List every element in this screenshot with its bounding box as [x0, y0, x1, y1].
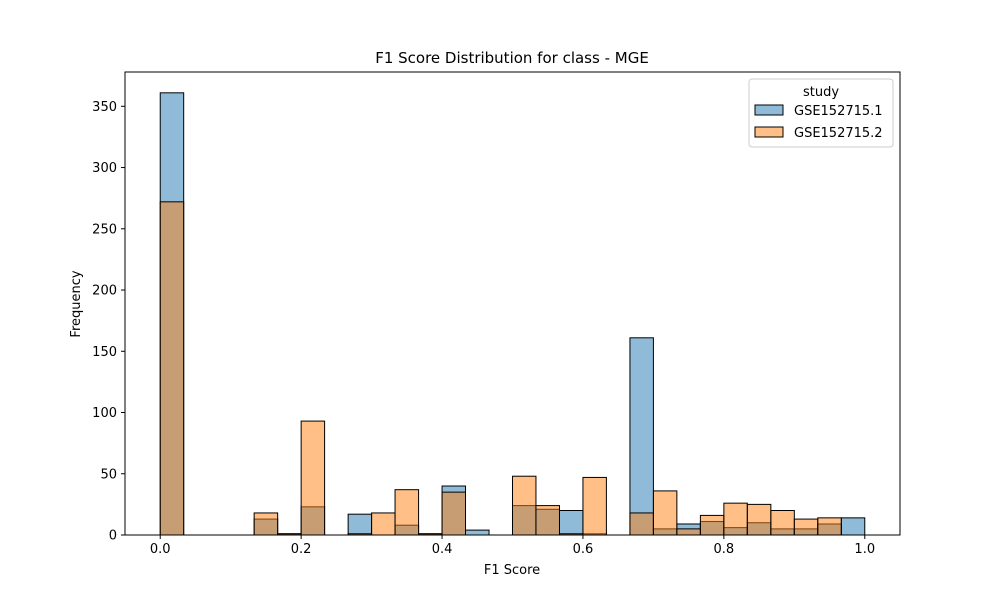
- y-tick-label: 300: [92, 161, 117, 176]
- bar-series-2-bin-22: [676, 528, 701, 536]
- x-tick-label: 0.0: [150, 542, 171, 557]
- legend-title: study: [803, 85, 839, 100]
- bar-series-1-bin-20: [629, 337, 654, 536]
- legend: study GSE152715.1 GSE152715.2: [748, 78, 894, 148]
- x-tick-label: 0.8: [714, 542, 735, 557]
- y-axis: 0 50 100 150 200 250 300 350: [92, 100, 125, 544]
- bar-series-2-bin-9: [371, 512, 396, 536]
- x-tick-label: 1.0: [854, 542, 875, 557]
- chart-title: F1 Score Distribution for class - MGE: [375, 49, 649, 67]
- legend-label-series-2: GSE152715.2: [794, 126, 883, 141]
- x-axis-label: F1 Score: [484, 563, 540, 578]
- bars-layer: [159, 92, 866, 536]
- y-tick-label: 150: [92, 345, 117, 360]
- bar-series-1-bin-13: [465, 529, 490, 536]
- bar-series-2-bin-24: [723, 502, 748, 536]
- legend-swatch-series-1: [754, 104, 784, 116]
- bar-series-2-bin-12: [441, 491, 467, 536]
- bar-series-1-bin-8: [347, 513, 373, 536]
- y-tick-label: 350: [92, 100, 117, 115]
- bar-series-2-bin-25: [746, 503, 772, 536]
- y-tick-label: 100: [92, 406, 117, 421]
- legend-swatch-series-2: [754, 126, 784, 138]
- bar-series-2-bin-10: [394, 489, 420, 536]
- plot-frame: [124, 71, 901, 536]
- bar-series-1-bin-17: [558, 510, 584, 536]
- x-axis: 0.0 0.2 0.4 0.6 0.8 1.0: [150, 535, 875, 557]
- bar-series-2-bin-26: [770, 510, 795, 536]
- x-tick-label: 0.6: [573, 542, 594, 557]
- bar-series-2-bin-16: [535, 505, 560, 536]
- bar-series-2-bin-18: [582, 476, 607, 536]
- legend-label-series-1: GSE152715.1: [794, 104, 883, 119]
- y-tick-label: 250: [92, 222, 117, 237]
- y-axis-label: Frequency: [69, 270, 84, 337]
- y-tick-label: 200: [92, 284, 117, 299]
- y-tick-label: 50: [100, 467, 117, 482]
- bar-series-2-bin-15: [512, 475, 537, 536]
- bar-series-2-bin-21: [652, 490, 678, 536]
- bar-series-2-bin-20: [629, 512, 654, 536]
- bar-series-2-bin-6: [300, 420, 326, 536]
- x-tick-label: 0.4: [432, 542, 453, 557]
- y-tick-label: 0: [109, 529, 117, 544]
- bar-series-1-bin-29: [840, 517, 866, 536]
- bar-series-2-bin-4: [253, 512, 279, 536]
- bar-series-2-bin-23: [699, 514, 725, 536]
- x-tick-label: 0.2: [291, 542, 312, 557]
- bar-series-2-bin-27: [793, 518, 819, 536]
- bar-series-2-bin-28: [817, 517, 842, 536]
- bar-series-2-bin-0: [159, 201, 185, 536]
- legend-frame: [748, 78, 894, 148]
